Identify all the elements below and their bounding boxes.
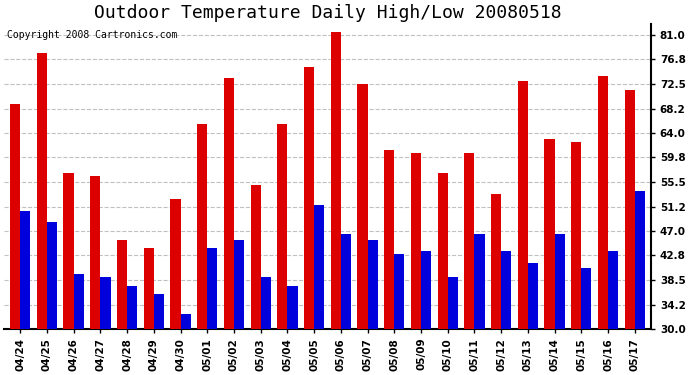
Bar <box>437 173 448 329</box>
Bar <box>224 78 234 329</box>
Bar <box>501 251 511 329</box>
Bar <box>421 251 431 329</box>
Bar <box>475 234 484 329</box>
Bar <box>127 286 137 329</box>
Bar <box>314 205 324 329</box>
Bar <box>261 277 271 329</box>
Bar <box>170 199 181 329</box>
Bar <box>518 81 528 329</box>
Bar <box>528 262 538 329</box>
Bar <box>47 222 57 329</box>
Bar <box>100 277 110 329</box>
Text: Copyright 2008 Cartronics.com: Copyright 2008 Cartronics.com <box>8 30 178 40</box>
Bar <box>154 294 164 329</box>
Bar <box>234 240 244 329</box>
Bar <box>384 150 394 329</box>
Bar <box>491 194 501 329</box>
Bar <box>90 176 100 329</box>
Bar <box>448 277 458 329</box>
Bar <box>341 234 351 329</box>
Bar <box>63 173 74 329</box>
Bar <box>582 268 591 329</box>
Bar <box>37 53 47 329</box>
Bar <box>250 185 261 329</box>
Bar <box>74 274 83 329</box>
Bar <box>181 314 190 329</box>
Bar <box>368 240 377 329</box>
Bar <box>608 251 618 329</box>
Bar <box>394 254 404 329</box>
Bar <box>288 286 297 329</box>
Bar <box>544 139 555 329</box>
Bar <box>555 234 565 329</box>
Bar <box>357 84 368 329</box>
Bar <box>117 240 127 329</box>
Bar <box>144 248 154 329</box>
Bar <box>411 153 421 329</box>
Bar <box>331 32 341 329</box>
Bar <box>571 142 582 329</box>
Bar <box>304 67 314 329</box>
Title: Outdoor Temperature Daily High/Low 20080518: Outdoor Temperature Daily High/Low 20080… <box>94 4 561 22</box>
Bar <box>635 190 645 329</box>
Bar <box>197 124 207 329</box>
Bar <box>598 75 608 329</box>
Bar <box>624 90 635 329</box>
Bar <box>10 104 20 329</box>
Bar <box>277 124 288 329</box>
Bar <box>20 211 30 329</box>
Bar <box>464 153 475 329</box>
Bar <box>207 248 217 329</box>
